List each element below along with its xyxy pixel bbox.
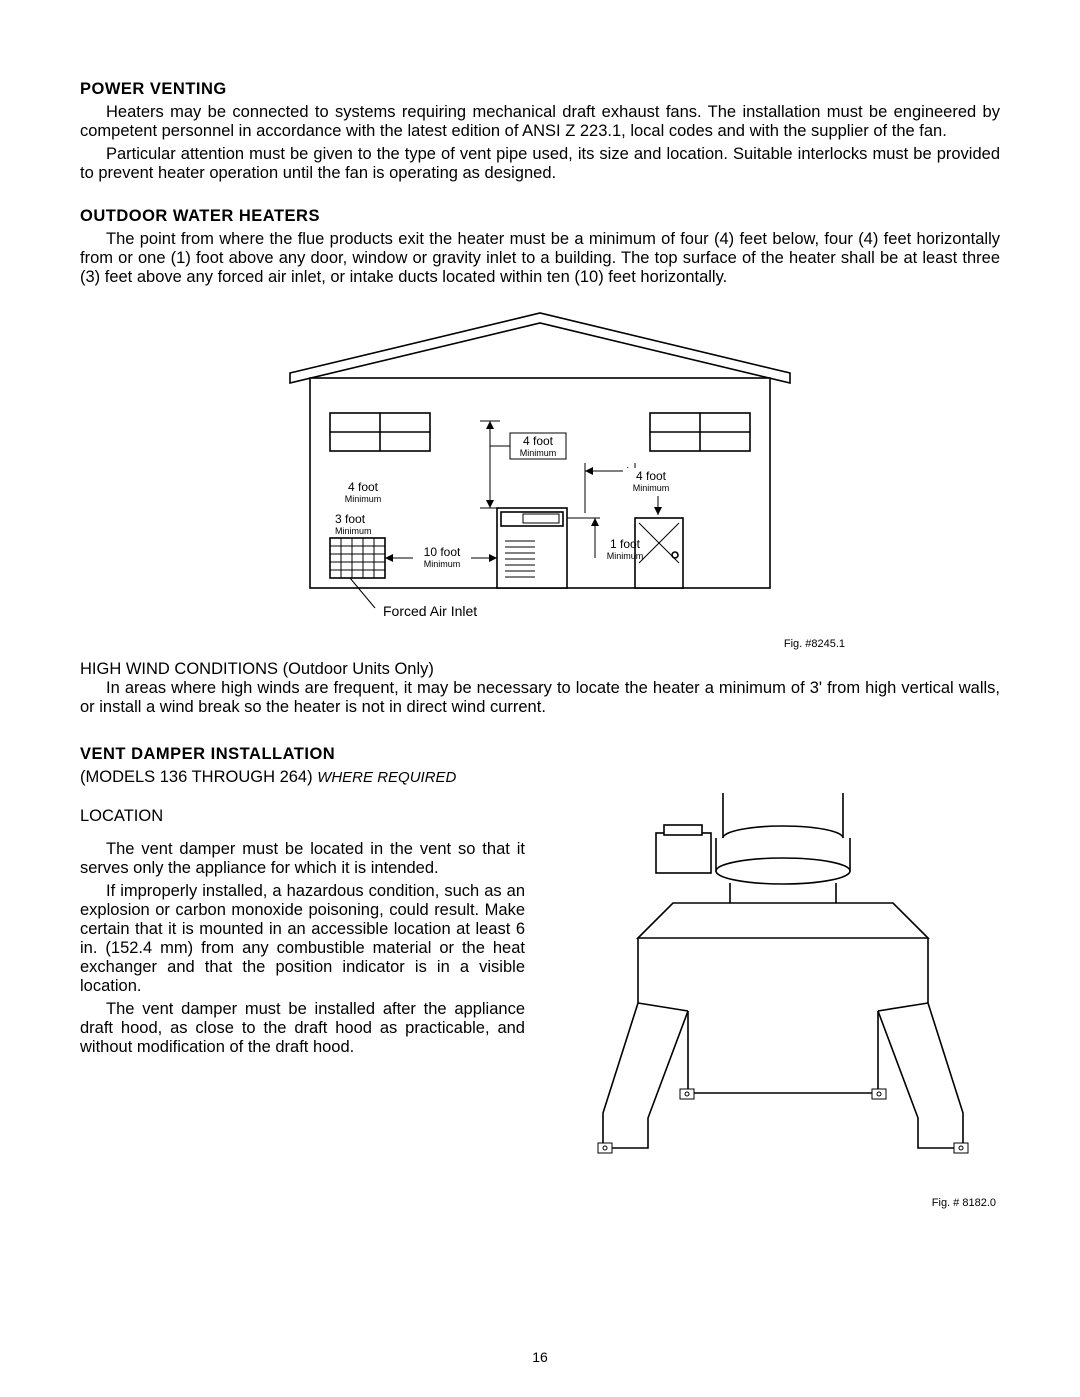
location-label: LOCATION	[80, 807, 525, 826]
fig2-caption: Fig. # 8182.0	[555, 1197, 1000, 1210]
svg-text:Minimum: Minimum	[424, 559, 461, 569]
para-pv-1: Heaters may be connected to systems requ…	[80, 103, 1000, 141]
heading-highwind: HIGH WIND CONDITIONS (Outdoor Units Only…	[80, 660, 434, 678]
heading-power-venting: POWER VENTING	[80, 80, 227, 98]
para-hw-1: In areas where high winds are frequent, …	[80, 679, 1000, 717]
svg-text:10 foot: 10 foot	[424, 545, 461, 559]
svg-text:1 foot: 1 foot	[610, 537, 641, 551]
para-vd-3: The vent damper must be installed after …	[80, 1000, 525, 1057]
heading-ventdamper: VENT DAMPER INSTALLATION	[80, 745, 335, 763]
models-sub: (MODELS 136 THROUGH 264)	[80, 768, 317, 786]
svg-text:Minimum: Minimum	[345, 494, 382, 504]
para-pv-2: Particular attention must be given to th…	[80, 145, 1000, 183]
svg-text:4 foot: 4 foot	[523, 434, 554, 448]
svg-text:Minimum: Minimum	[335, 526, 372, 536]
svg-text:Minimum: Minimum	[633, 483, 670, 493]
figure-house: 4 foot Minimum 4 foot Minimum 4 foot Min…	[80, 293, 1000, 651]
svg-text:4 foot: 4 foot	[348, 480, 379, 494]
figure-damper: Fig. # 8182.0	[555, 793, 1000, 1210]
svg-text:4 foot: 4 foot	[636, 469, 667, 483]
heading-outdoor: OUTDOOR WATER HEATERS	[80, 207, 320, 225]
svg-text:Minimum: Minimum	[607, 551, 644, 561]
fig1-caption: Fig. #8245.1	[235, 638, 845, 651]
para-vd-1: The vent damper must be located in the v…	[80, 840, 525, 878]
svg-text:3 foot: 3 foot	[335, 512, 366, 526]
svg-text:Minimum: Minimum	[520, 448, 557, 458]
para-vd-2: If improperly installed, a hazardous con…	[80, 882, 525, 996]
para-owh-1: The point from where the flue products e…	[80, 230, 1000, 287]
page-number: 16	[0, 1349, 1080, 1365]
svg-text:Forced Air Inlet: Forced Air Inlet	[383, 603, 477, 619]
where-required: WHERE REQUIRED	[317, 769, 456, 786]
